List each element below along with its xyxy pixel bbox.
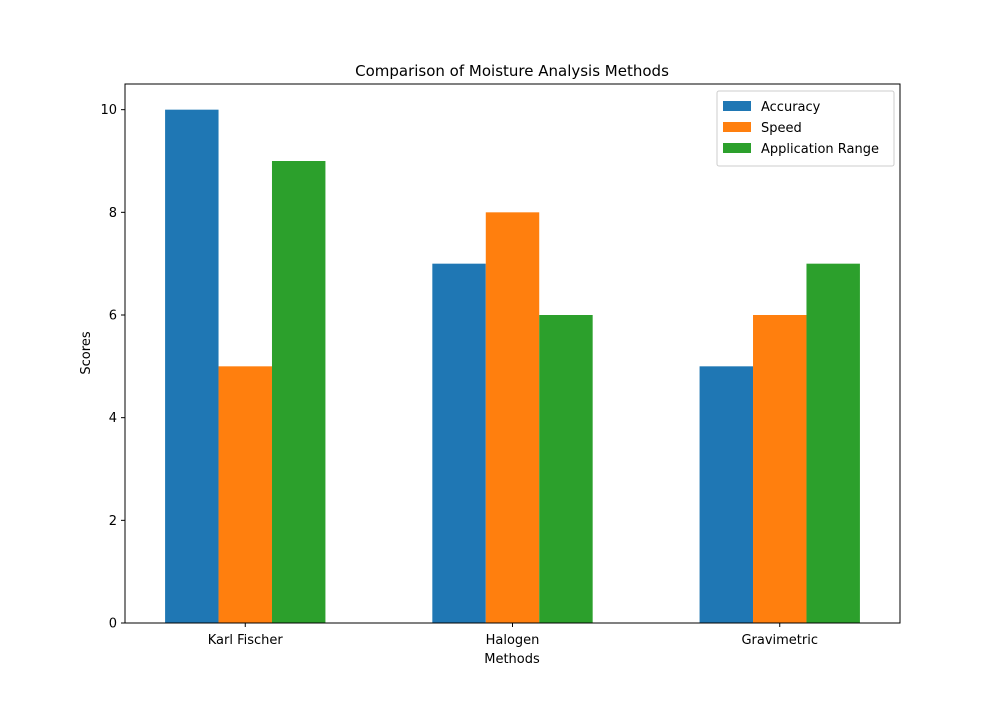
- y-tick-label: 4: [109, 411, 117, 426]
- x-tick-label: Karl Fischer: [208, 633, 284, 648]
- y-tick-label: 2: [109, 514, 117, 529]
- series-speed: [218, 212, 807, 623]
- bar: [485, 212, 540, 623]
- legend-box: [716, 90, 895, 167]
- bar: [753, 315, 807, 623]
- bars-layer: [165, 109, 860, 624]
- x-axis-label: Methods: [484, 652, 540, 667]
- x-tick-label: Gravimetric: [741, 633, 818, 648]
- bar: [432, 263, 486, 623]
- chart-title: Comparison of Moisture Analysis Methods: [355, 62, 669, 80]
- legend-swatch: [723, 122, 751, 132]
- bar: [806, 263, 860, 623]
- y-tick-label: 10: [100, 103, 117, 118]
- bar: [218, 366, 272, 623]
- legend-swatch: [723, 101, 751, 111]
- legend-label: Speed: [761, 121, 802, 136]
- legend-swatch: [723, 143, 751, 153]
- legend-label: Accuracy: [761, 100, 821, 115]
- axes-layer: 0 2 4 6 8 10 Karl Fischer Halogen Gravimetric: [100, 83, 901, 648]
- y-tick-label: 6: [109, 309, 117, 324]
- y-tick-label: 0: [109, 617, 117, 632]
- bar: [165, 109, 219, 624]
- legend: Accuracy Speed Application Range: [716, 90, 895, 167]
- series-accuracy: [165, 109, 754, 624]
- series-application-range: [271, 161, 860, 623]
- bar: [271, 161, 326, 623]
- y-axis-label: Scores: [79, 331, 94, 374]
- y-tick-label: 8: [109, 206, 117, 221]
- bar: [699, 366, 754, 623]
- legend-label: Application Range: [761, 142, 879, 157]
- x-tick-label: Halogen: [486, 633, 540, 648]
- bar: [539, 315, 593, 623]
